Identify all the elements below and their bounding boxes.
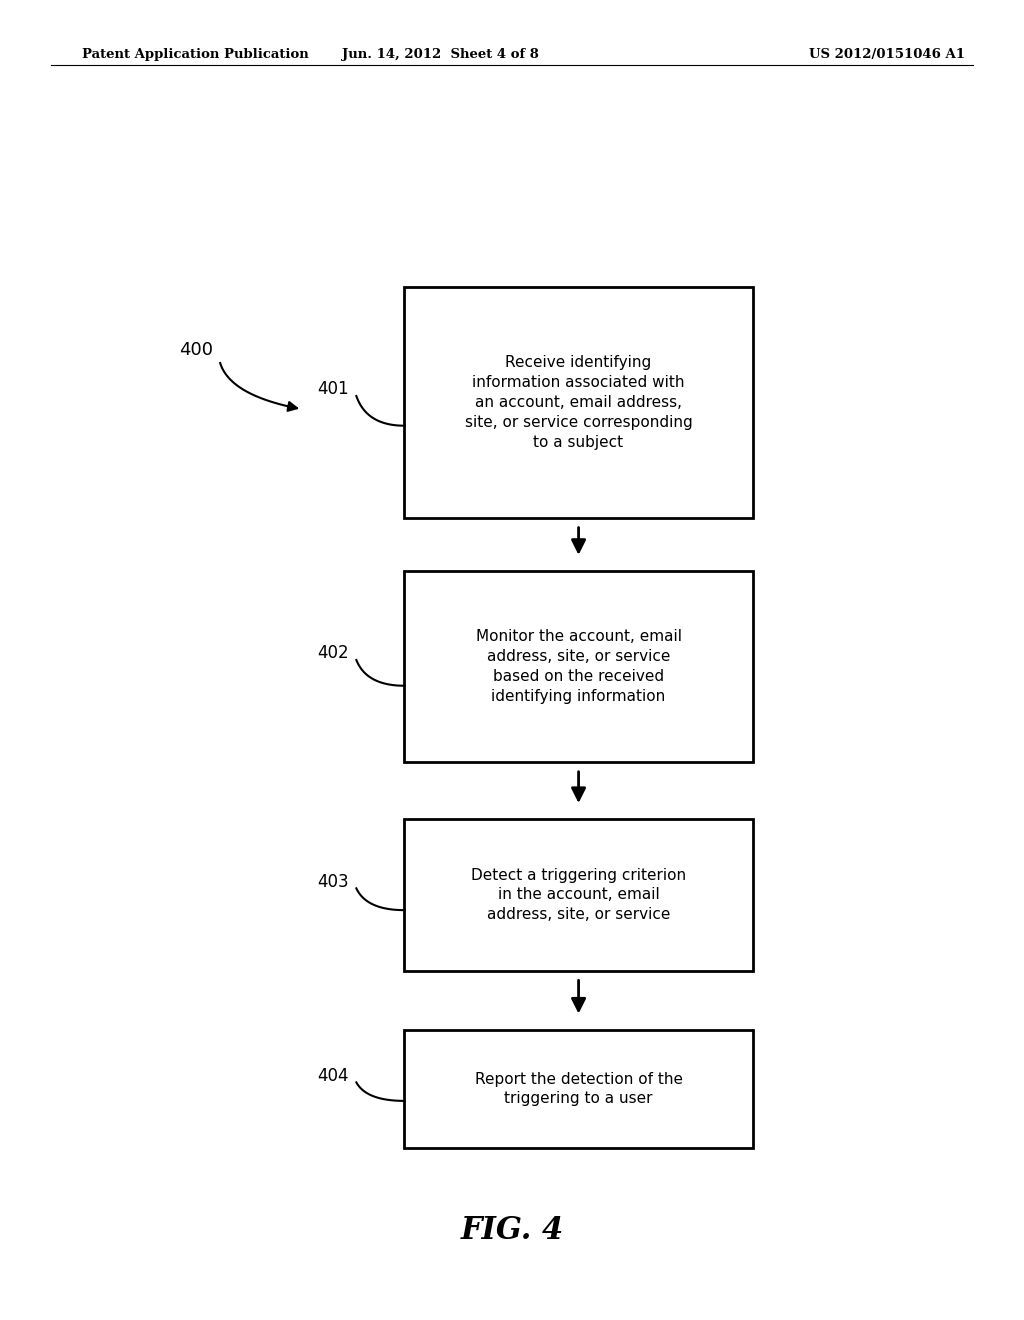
- FancyBboxPatch shape: [404, 818, 753, 972]
- Text: Patent Application Publication: Patent Application Publication: [82, 48, 308, 61]
- Text: 402: 402: [317, 644, 349, 663]
- Text: 404: 404: [317, 1067, 349, 1085]
- FancyBboxPatch shape: [404, 1030, 753, 1148]
- Text: Jun. 14, 2012  Sheet 4 of 8: Jun. 14, 2012 Sheet 4 of 8: [342, 48, 539, 61]
- Text: 400: 400: [179, 341, 213, 359]
- Text: US 2012/0151046 A1: US 2012/0151046 A1: [809, 48, 965, 61]
- FancyBboxPatch shape: [404, 570, 753, 763]
- Text: 401: 401: [317, 380, 349, 399]
- Text: Detect a triggering criterion
in the account, email
address, site, or service: Detect a triggering criterion in the acc…: [471, 867, 686, 923]
- Text: Monitor the account, email
address, site, or service
based on the received
ident: Monitor the account, email address, site…: [475, 630, 682, 704]
- FancyBboxPatch shape: [404, 288, 753, 519]
- Text: Report the detection of the
triggering to a user: Report the detection of the triggering t…: [474, 1072, 683, 1106]
- Text: FIG. 4: FIG. 4: [461, 1214, 563, 1246]
- Text: 403: 403: [317, 873, 349, 891]
- Text: Receive identifying
information associated with
an account, email address,
site,: Receive identifying information associat…: [465, 355, 692, 450]
